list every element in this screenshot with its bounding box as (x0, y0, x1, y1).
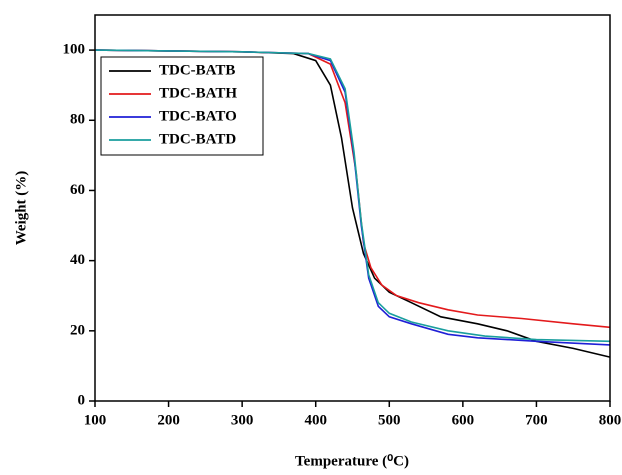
x-tick-label: 700 (525, 412, 548, 428)
x-tick-label: 200 (157, 412, 180, 428)
x-tick-label: 500 (378, 412, 401, 428)
y-tick-label: 0 (78, 392, 86, 408)
plot-frame (94, 14, 611, 402)
x-tick-label: 300 (231, 412, 254, 428)
y-tick-label: 20 (70, 322, 85, 338)
legend-label: TDC-BATD (159, 131, 236, 147)
x-axis-label: Temperature (⁰C) (295, 453, 409, 469)
x-tick-label: 800 (599, 412, 622, 428)
y-tick-label: 80 (70, 112, 85, 128)
x-tick-label: 600 (452, 412, 475, 428)
legend-label: TDC-BATO (159, 108, 237, 124)
line-series (94, 49, 611, 358)
x-tick-label: 400 (304, 412, 327, 428)
y-axis-label: Weight (%) (13, 171, 29, 246)
legend-label: TDC-BATH (159, 85, 237, 101)
y-tick-label: 60 (70, 182, 85, 198)
x-tick-label: 100 (84, 412, 107, 428)
legend-box (100, 56, 264, 156)
line-series (94, 49, 611, 343)
legend-label: TDC-BATB (159, 62, 235, 78)
line-series (94, 49, 611, 329)
y-tick-label: 100 (63, 42, 86, 58)
y-tick-label: 40 (70, 252, 85, 268)
